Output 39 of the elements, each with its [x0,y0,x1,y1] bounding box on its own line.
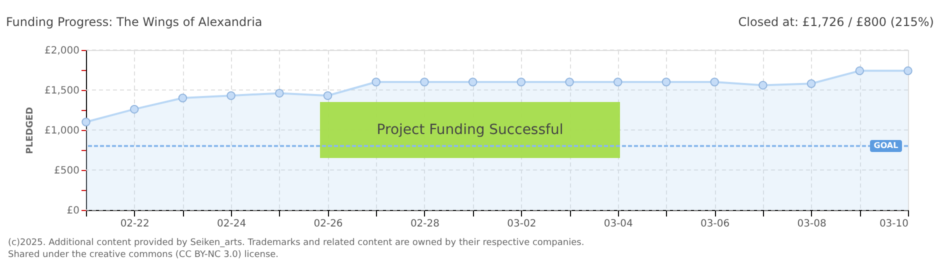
x-tick-label: 02-28 [410,218,440,230]
y-axis-title: PLEDGED [26,107,36,154]
point [130,104,139,114]
ref-line-label: GOAL [874,141,898,150]
x-tick-label: 02-26 [314,218,343,230]
x-tick-label: 02-24 [217,218,246,230]
point [614,78,622,86]
point [420,78,429,86]
x-tick-label: 03-08 [797,218,826,230]
chart-title: Funding Progress: The Wings of Alexandria [6,15,262,29]
point [275,88,284,98]
point [662,78,671,86]
point [855,66,864,76]
point [758,80,768,90]
y-tick-label: £2,000 [44,46,80,56]
point [372,78,380,86]
point [226,91,236,100]
point [904,66,912,76]
y-tick-label: £500 [54,166,80,176]
point [710,78,719,86]
text: Shared under the creative commons (CC BY-NC 3.0) license. [8,250,279,260]
point [565,78,574,86]
point [178,94,188,102]
point [468,78,478,86]
x-tick-label: 03-10 [879,218,908,230]
y-tick-label: £0 [66,206,80,216]
chart-subtitle: Closed at: £1,726 / £800 (215%) [738,15,934,29]
x-tick-label: 02-22 [120,218,150,230]
point [516,78,526,86]
point [323,91,332,100]
point [82,118,90,126]
text: (c)2025. Additional content provided by Seiken_arts. Trademarks and related content are owned by their respective companies. [8,238,584,248]
point [806,79,816,88]
annotation: Project Funding Successful [376,122,564,138]
y-tick-label: £1,500 [44,86,80,96]
x-tick-label: 03-06 [700,218,730,230]
y-tick-label: £1,000 [44,126,80,136]
x-tick-label: 03-04 [604,218,633,230]
x-tick-label: 03-02 [507,218,536,230]
